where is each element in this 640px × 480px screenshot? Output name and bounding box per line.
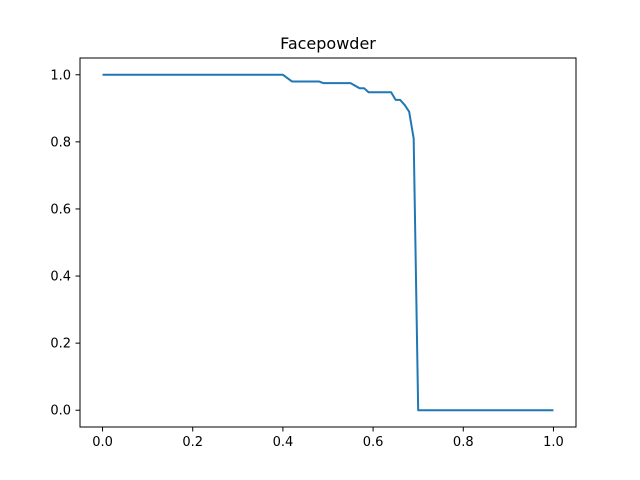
plot-layer: 0.0 0.2 0.4 0.6 0.8 1.0 0.0 0.2 0.4 0.6 0.8 1.0: [50, 57, 577, 450]
x-tick-label: 0.0: [92, 435, 113, 450]
x-tick-label: 1.0: [543, 435, 564, 450]
y-tick-label: 0.8: [50, 135, 71, 150]
chart-title: Facepowder: [280, 34, 376, 53]
x-tick-label: 0.8: [453, 435, 474, 450]
axes-frame: [79, 57, 577, 428]
y-tick-label: 0.4: [50, 270, 71, 285]
x-tick-label: 0.2: [182, 435, 203, 450]
series-line-0: [102, 73, 554, 412]
x-tick-label: 0.4: [273, 435, 294, 450]
y-tick-label: 0.6: [50, 202, 71, 217]
y-tick-label: 0.2: [50, 337, 71, 352]
x-tick-label: 0.6: [363, 435, 384, 450]
y-tick-label: 0.0: [50, 404, 71, 419]
y-tick-label: 1.0: [50, 68, 71, 83]
